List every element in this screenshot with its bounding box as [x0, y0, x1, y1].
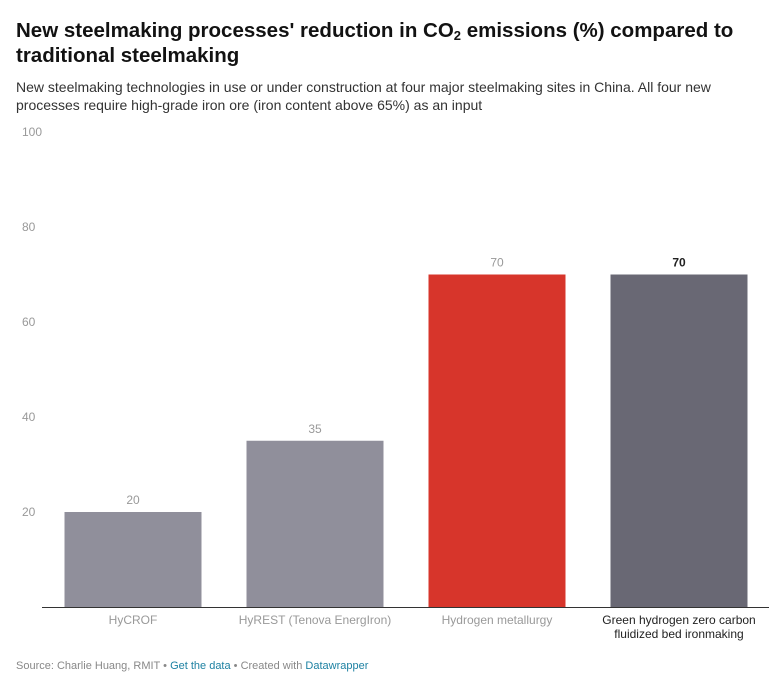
title-text-rest: emissions (%) compared to traditional st… [16, 19, 734, 67]
bar-value-label: 70 [672, 256, 686, 270]
x-category-label: HyCROF [109, 613, 158, 627]
title-text: New steelmaking processes' reduction in … [16, 19, 454, 42]
get-data-link[interactable]: Get the data [170, 660, 231, 672]
y-tick-label: 20 [22, 505, 36, 519]
x-category-label: Green hydrogen zero carbon [602, 613, 755, 627]
chart-footer: Source: Charlie Huang, RMIT • Get the da… [16, 660, 368, 672]
bar-value-label: 20 [126, 493, 140, 507]
x-category-label: HyREST (Tenova EnergIron) [239, 613, 392, 627]
title-subscript: 2 [453, 28, 462, 43]
bar [610, 274, 748, 607]
y-tick-label: 100 [22, 125, 42, 139]
footer-separator: • [230, 660, 241, 672]
bar [64, 512, 202, 607]
bar-value-label: 35 [308, 422, 322, 436]
x-category-label: Hydrogen metallurgy [442, 613, 553, 627]
y-tick-label: 80 [22, 220, 36, 234]
created-with-text: Created with [240, 660, 306, 672]
source-text: Source: Charlie Huang, RMIT [16, 660, 161, 672]
datawrapper-link[interactable]: Datawrapper [305, 660, 369, 672]
bar [246, 440, 384, 607]
bar [428, 274, 566, 607]
y-tick-label: 40 [22, 410, 36, 424]
footer-separator: • [160, 660, 171, 672]
y-tick-label: 60 [22, 315, 36, 329]
chart-subtitle: New steelmaking technologies in use or u… [16, 79, 711, 113]
x-category-label: fluidized bed ironmaking [614, 627, 743, 641]
bar-value-label: 70 [490, 256, 504, 270]
chart-title: New steelmaking processes' reduction in … [16, 18, 761, 68]
